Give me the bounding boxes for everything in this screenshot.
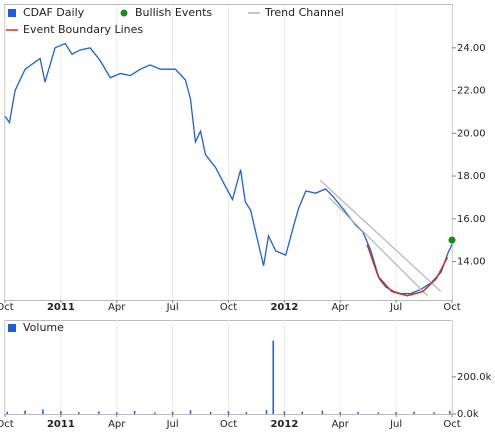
volume-bar xyxy=(413,411,415,414)
legend-label: Trend Channel xyxy=(264,6,344,19)
trend-line xyxy=(319,179,442,292)
volume-bar xyxy=(245,412,248,414)
volume-bar xyxy=(321,410,324,414)
volume-bar xyxy=(449,411,451,414)
volume-bar xyxy=(301,411,304,414)
x-tick-label: Jul xyxy=(166,302,179,313)
event-dot xyxy=(448,236,456,244)
legend: CDAF Daily Bullish Events Trend Channel Eve… xyxy=(6,6,344,36)
volume-bar xyxy=(433,412,435,414)
trend-line xyxy=(328,196,428,297)
x-tick-label: Apr xyxy=(332,419,350,430)
volume-bar xyxy=(116,412,118,414)
volume-bar xyxy=(98,411,100,414)
volume-bar xyxy=(209,411,212,414)
y-tick-label: 24.00 xyxy=(457,43,486,54)
x-tick-label: Jul xyxy=(166,419,179,430)
volume-bar xyxy=(24,410,26,414)
boundary-line xyxy=(366,244,449,297)
volume-bar xyxy=(272,340,274,414)
x-tick-label: Oct xyxy=(443,419,460,430)
volume-bar xyxy=(78,412,80,414)
volume-bar xyxy=(42,409,44,414)
y-tick-label: 14.00 xyxy=(457,257,486,268)
volume-bar xyxy=(339,412,341,414)
legend-label: Volume xyxy=(23,321,64,334)
x-tick-label: 2012 xyxy=(270,419,298,430)
x-tick-label: Oct xyxy=(0,302,14,313)
volume-bar xyxy=(189,410,192,414)
x-tick-label: 2012 xyxy=(270,302,298,313)
x-tick-label: Apr xyxy=(108,419,126,430)
legend-swatch xyxy=(120,9,128,17)
volume-bar xyxy=(133,411,136,414)
volume-bar xyxy=(283,411,286,414)
x-tick-label: Oct xyxy=(220,419,237,430)
y-tick-label: 0.0k xyxy=(457,409,479,420)
x-tick-label: 2011 xyxy=(47,302,75,313)
y-tick-label: 20.00 xyxy=(457,128,486,139)
volume-bar xyxy=(227,411,230,414)
volume-bar xyxy=(395,412,397,414)
x-tick-label: Oct xyxy=(443,302,460,313)
legend-label: Bullish Events xyxy=(135,6,212,19)
legend-swatch xyxy=(8,324,16,332)
x-tick-label: 2011 xyxy=(47,419,75,430)
price-line xyxy=(4,42,453,295)
y-tick-label: 200.0k xyxy=(457,372,492,383)
volume-bar xyxy=(60,411,62,414)
x-tick-label: Apr xyxy=(108,302,126,313)
volume-bar xyxy=(357,411,359,414)
legend-swatch xyxy=(8,9,16,17)
x-tick-label: Jul xyxy=(389,302,402,313)
legend-label: CDAF Daily xyxy=(23,6,85,19)
x-tick-label: Oct xyxy=(0,419,14,430)
y-tick-label: 16.00 xyxy=(457,214,486,225)
volume-bar xyxy=(153,412,156,414)
volume-bar xyxy=(6,411,8,414)
legend: Volume xyxy=(8,321,64,334)
x-tick-label: Oct xyxy=(220,302,237,313)
volume-bar xyxy=(265,409,268,414)
volume-bar xyxy=(171,411,174,414)
legend-label: Event Boundary Lines xyxy=(23,23,143,36)
y-tick-label: 18.00 xyxy=(457,171,486,182)
y-tick-label: 22.00 xyxy=(457,86,486,97)
x-tick-label: Apr xyxy=(332,302,350,313)
x-tick-label: Jul xyxy=(389,419,402,430)
volume-bar xyxy=(377,412,379,414)
